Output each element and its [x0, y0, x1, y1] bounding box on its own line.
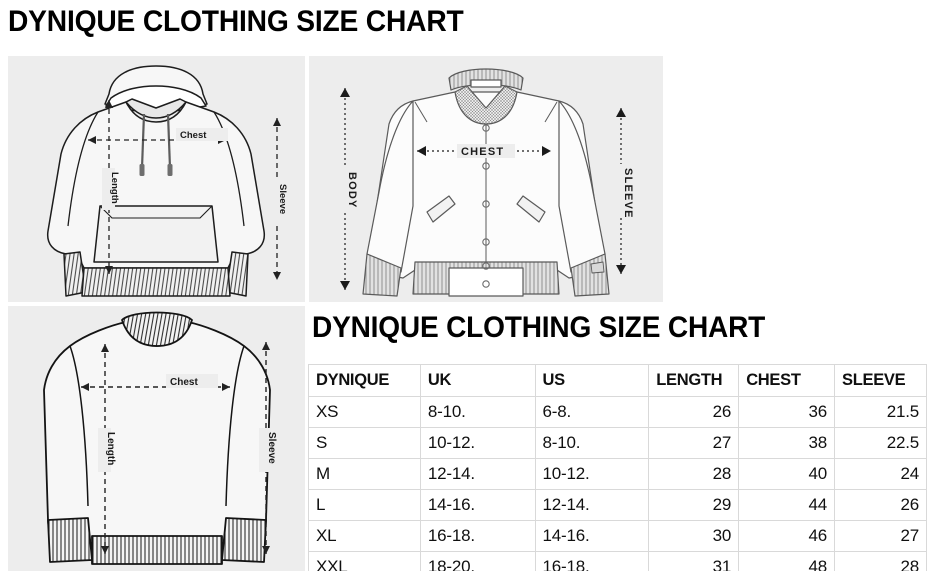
cell-chest: 38: [738, 427, 836, 459]
hoodie-chest-label: Chest: [180, 130, 207, 141]
cell-us: 16-18.: [534, 551, 650, 571]
table-header: DYNIQUE UK US LENGTH CHEST SLEEVE: [308, 364, 927, 397]
cell-sleeve: 22.5: [834, 427, 927, 459]
table-row: L 14-16. 12-14. 29 44 26: [308, 489, 927, 521]
cell-chest: 44: [738, 489, 836, 521]
cell-uk: 8-10.: [419, 396, 536, 428]
column-header-chest: CHEST: [738, 364, 836, 397]
cell-sleeve: 21.5: [834, 396, 927, 428]
cell-chest: 46: [738, 520, 836, 552]
cell-uk: 16-18.: [419, 520, 536, 552]
column-header-length: LENGTH: [648, 364, 740, 397]
cell-length: 31: [648, 551, 740, 571]
cell-length: 28: [648, 458, 740, 490]
cell-size: S: [308, 427, 421, 459]
cell-chest: 40: [738, 458, 836, 490]
cell-length: 26: [648, 396, 740, 428]
table-body: XS 8-10. 6-8. 26 36 21.5 S 10-12. 8-10. …: [308, 396, 927, 571]
table-row: XL 16-18. 14-16. 30 46 27: [308, 520, 927, 552]
hoodie-length-label: Length: [109, 172, 120, 204]
cell-size: M: [308, 458, 421, 490]
cell-size: XXL: [308, 551, 421, 571]
table-row: XXL 18-20. 16-18. 31 48 28: [308, 551, 927, 571]
cell-uk: 10-12.: [419, 427, 536, 459]
sweatshirt-chest-label: Chest: [170, 377, 198, 388]
cell-length: 27: [648, 427, 740, 459]
cell-sleeve: 24: [834, 458, 927, 490]
cell-chest: 48: [738, 551, 836, 571]
cell-us: 8-10.: [534, 427, 650, 459]
hoodie-diagram-panel: Chest Length Sleeve: [8, 56, 305, 302]
page-title: DYNIQUE CLOTHING SIZE CHART: [8, 5, 464, 38]
sweatshirt-length-label: Length: [105, 432, 116, 465]
cell-sleeve: 27: [834, 520, 927, 552]
jacket-chest-label: CHEST: [461, 146, 504, 158]
sweatshirt-diagram-panel: Chest Length Sleeve: [8, 306, 305, 571]
jacket-sleeve-label: SLEEVE: [622, 168, 634, 219]
column-header-us: US: [534, 364, 650, 397]
cell-uk: 18-20.: [419, 551, 536, 571]
table-header-row: DYNIQUE UK US LENGTH CHEST SLEEVE: [308, 364, 927, 397]
cell-size: L: [308, 489, 421, 521]
cell-sleeve: 28: [834, 551, 927, 571]
size-chart-table: DYNIQUE UK US LENGTH CHEST SLEEVE XS 8-1…: [308, 364, 927, 571]
cell-us: 12-14.: [534, 489, 650, 521]
cell-us: 10-12.: [534, 458, 650, 490]
column-header-size: DYNIQUE: [308, 364, 421, 397]
sweatshirt-sleeve-label: Sleeve: [266, 432, 277, 464]
table-row: XS 8-10. 6-8. 26 36 21.5: [308, 396, 927, 428]
cell-size: XL: [308, 520, 421, 552]
cell-sleeve: 26: [834, 489, 927, 521]
table-title: DYNIQUE CLOTHING SIZE CHART: [312, 311, 766, 344]
varsity-jacket-diagram-panel: CHEST BODY SLEEVE: [309, 56, 663, 302]
hoodie-sleeve-label: Sleeve: [277, 184, 288, 214]
cell-us: 14-16.: [534, 520, 650, 552]
cell-chest: 36: [738, 396, 836, 428]
table-row: S 10-12. 8-10. 27 38 22.5: [308, 427, 927, 459]
cell-size: XS: [308, 396, 421, 428]
column-header-sleeve: SLEEVE: [834, 364, 927, 397]
cell-us: 6-8.: [534, 396, 650, 428]
cell-length: 30: [648, 520, 740, 552]
jacket-body-label: BODY: [346, 172, 358, 209]
cell-length: 29: [648, 489, 740, 521]
column-header-uk: UK: [419, 364, 536, 397]
table-row: M 12-14. 10-12. 28 40 24: [308, 458, 927, 490]
cell-uk: 14-16.: [419, 489, 536, 521]
cell-uk: 12-14.: [419, 458, 536, 490]
